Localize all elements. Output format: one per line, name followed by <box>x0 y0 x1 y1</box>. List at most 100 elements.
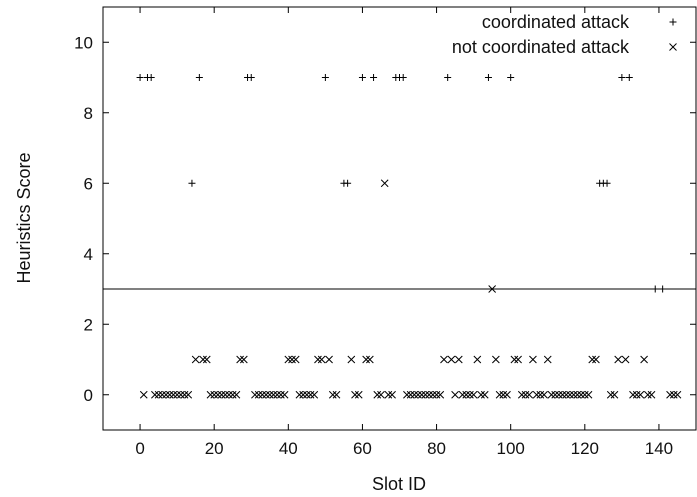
not-coordinated-attack-point <box>403 390 411 399</box>
legend-marker-coordinated <box>669 18 677 26</box>
not-coordinated-attack-point <box>629 390 637 399</box>
not-coordinated-attack-point <box>517 390 526 399</box>
not-coordinated-attack-point <box>299 390 307 399</box>
not-coordinated-attack-point <box>173 390 181 399</box>
not-coordinated-attack-point <box>214 390 222 399</box>
not-coordinated-attack-point <box>176 390 185 399</box>
y-tick-label: 4 <box>84 245 93 264</box>
not-coordinated-attack-point <box>354 390 363 399</box>
not-coordinated-attack-point <box>436 390 445 399</box>
not-coordinated-attack-point <box>673 390 682 399</box>
not-coordinated-attack-point <box>332 390 341 399</box>
not-coordinated-attack-point <box>610 390 619 399</box>
coordinated-attack-point <box>195 74 203 81</box>
not-coordinated-attack-point <box>202 355 211 364</box>
not-coordinated-attack-point <box>547 390 556 399</box>
not-coordinated-attack-point <box>529 355 537 364</box>
not-coordinated-attack-point <box>510 355 519 364</box>
not-coordinated-attack-point <box>302 390 311 399</box>
not-coordinated-attack-point <box>447 355 456 364</box>
not-coordinated-attack-point <box>669 390 678 399</box>
legend-plus-marker <box>669 18 677 26</box>
not-coordinated-attack-point <box>421 390 430 399</box>
legend-label-coordinated: coordinated attack <box>482 12 630 32</box>
x-tick-label: 120 <box>571 439 599 458</box>
not-coordinated-attack-point <box>666 390 674 399</box>
coordinated-attack-point <box>625 74 633 81</box>
not-coordinated-attack-point <box>284 355 293 364</box>
not-coordinated-attack-point <box>429 390 437 399</box>
not-coordinated-attack-point <box>592 355 600 364</box>
legend-cross-marker <box>669 43 677 51</box>
not-coordinated-attack-point <box>477 390 485 399</box>
x-tick-label: 20 <box>205 439 224 458</box>
legend-marker-not-coordinated <box>669 43 677 51</box>
not-coordinated-attack-point <box>525 390 534 399</box>
coordinated-attack-point <box>136 74 144 81</box>
coordinated-attack-point <box>484 74 492 81</box>
coordinated-attack-point <box>358 74 366 81</box>
not-coordinated-attack-point <box>503 390 511 399</box>
not-coordinated-attack-point <box>466 390 474 399</box>
not-coordinated-attack-point <box>432 390 441 399</box>
not-coordinated-attack-point <box>269 390 278 399</box>
not-coordinated-attack-point <box>273 390 282 399</box>
not-coordinated-attack-point <box>410 390 419 399</box>
not-coordinated-attack-point <box>373 390 382 399</box>
y-tick-label: 8 <box>84 104 93 123</box>
not-coordinated-attack-point <box>377 390 385 399</box>
not-coordinated-attack-point <box>288 355 296 364</box>
not-coordinated-attack-point <box>169 390 178 399</box>
coordinated-attack-point <box>603 179 611 187</box>
not-coordinated-attack-point <box>165 390 174 399</box>
not-coordinated-attack-point <box>384 390 393 399</box>
not-coordinated-attack-point <box>314 355 322 364</box>
x-tick-label: 40 <box>279 439 298 458</box>
not-coordinated-attack-point <box>158 390 167 399</box>
not-coordinated-attack-point <box>621 355 630 364</box>
not-coordinated-attack-point <box>569 390 578 399</box>
not-coordinated-attack-point <box>225 390 233 399</box>
not-coordinated-attack-point <box>162 390 170 399</box>
not-coordinated-attack-point <box>351 390 359 399</box>
not-coordinated-attack-point <box>154 390 163 399</box>
not-coordinated-attack-point <box>425 390 434 399</box>
coordinated-attack-point <box>444 74 452 81</box>
not-coordinated-attack-point <box>310 390 319 399</box>
coordinated-attack-point <box>147 74 155 81</box>
not-coordinated-attack-point <box>543 355 552 364</box>
not-coordinated-attack-point <box>258 390 267 399</box>
not-coordinated-attack-point <box>495 390 504 399</box>
coordinated-attack-point <box>344 179 352 187</box>
not-coordinated-attack-point <box>265 390 274 399</box>
y-tick-label: 0 <box>84 386 93 405</box>
not-coordinated-attack-point <box>469 390 478 399</box>
not-coordinated-attack-point <box>306 390 315 399</box>
coordinated-attack-point <box>321 74 329 81</box>
x-axis-label: Slot ID <box>372 474 426 494</box>
not-coordinated-attack-point <box>588 355 597 364</box>
not-coordinated-attack-point <box>221 390 230 399</box>
coordinated-attack-point <box>188 179 196 187</box>
not-coordinated-attack-point <box>317 355 326 364</box>
y-tick-label: 10 <box>74 33 93 52</box>
not-coordinated-attack-point <box>473 355 482 364</box>
legend-label-not-coordinated: not coordinated attack <box>452 37 630 57</box>
not-coordinated-attack-point <box>151 390 159 399</box>
x-tick-label: 100 <box>497 439 525 458</box>
not-coordinated-attack-point <box>217 390 226 399</box>
not-coordinated-attack-point <box>199 355 207 364</box>
not-coordinated-attack-point <box>606 390 615 399</box>
not-coordinated-attack-point <box>210 390 219 399</box>
not-coordinated-attack-point <box>521 390 530 399</box>
not-coordinated-attack-point <box>388 390 396 399</box>
not-coordinated-attack-point <box>347 355 356 364</box>
coordinated-attack-point <box>651 285 659 293</box>
not-coordinated-attack-point <box>647 390 656 399</box>
not-coordinated-attack-point <box>562 390 571 399</box>
not-coordinated-attack-point <box>191 355 200 364</box>
not-coordinated-attack-point <box>514 355 522 364</box>
coordinated-attack-point <box>618 74 626 81</box>
not-coordinated-attack-point <box>239 355 248 364</box>
